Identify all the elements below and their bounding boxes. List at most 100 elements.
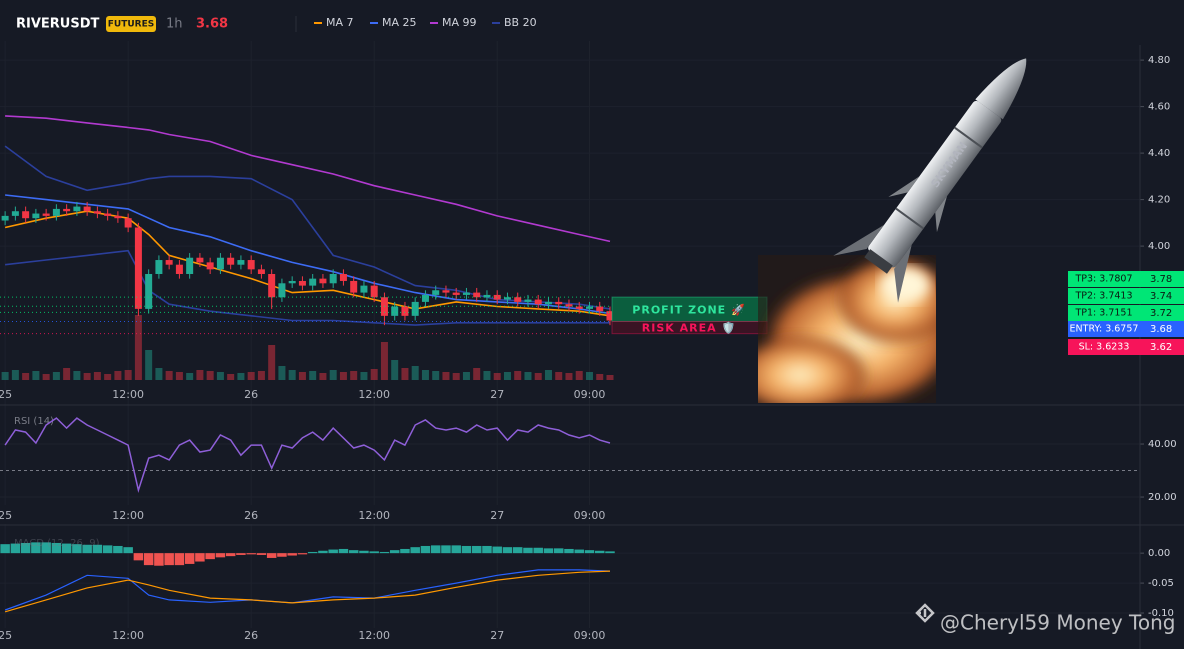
histogram-bar: [184, 553, 195, 564]
volume-bar: [329, 370, 337, 380]
histogram-bar: [82, 544, 92, 554]
badge: FUTURES: [108, 20, 154, 30]
histogram-bar: [389, 550, 400, 554]
x-tick-label: 12:00: [112, 509, 144, 522]
histogram-bar: [51, 542, 62, 554]
level-label-box: [1068, 305, 1140, 321]
volume-bar: [350, 371, 358, 380]
volume-bar: [432, 371, 440, 380]
y-tick-label: 20.00: [1148, 492, 1177, 503]
volume-bar: [1, 372, 9, 380]
histogram-bar: [523, 547, 533, 554]
rocket-body: SKYMAN: [833, 58, 1027, 303]
histogram-bar: [225, 553, 236, 557]
histogram-bar: [348, 550, 359, 554]
histogram-bar: [123, 547, 133, 554]
candle-body: [93, 211, 101, 214]
level-label-box: [1068, 288, 1140, 304]
level-tag: 3.72: [1150, 308, 1172, 319]
candle-body: [206, 262, 214, 270]
volume-bar: [452, 373, 460, 380]
volume-bar: [196, 370, 204, 380]
series-line: [4, 417, 611, 494]
volume-bar: [114, 371, 122, 380]
x-tick-label: 25: [0, 509, 12, 522]
volume-bar: [124, 370, 132, 380]
y-tick-label: -0.05: [1148, 578, 1174, 589]
candle-body: [237, 260, 245, 265]
volume-bar: [493, 373, 501, 380]
candle-body: [32, 213, 40, 219]
volume-bar: [473, 368, 481, 380]
volume-bar: [278, 366, 286, 380]
histogram-bar: [553, 548, 564, 554]
candle-body: [462, 292, 470, 295]
legend-label: BB 20: [504, 16, 537, 29]
volume-bar: [268, 345, 276, 380]
volume-bar: [442, 372, 450, 380]
volume-bar: [319, 373, 327, 380]
volume-bar: [298, 372, 306, 380]
candle-body: [145, 273, 153, 309]
histogram-bar: [451, 545, 461, 554]
histogram-bar: [266, 553, 277, 558]
histogram-bar: [277, 553, 287, 557]
volume-bar: [514, 371, 522, 380]
candle-body: [493, 294, 501, 300]
series-line: [5, 115, 611, 243]
candle-body: [534, 299, 542, 305]
candle-body: [247, 260, 255, 270]
volume-bar: [165, 371, 173, 380]
candle-body: [52, 208, 60, 216]
histogram-bar: [10, 543, 21, 554]
level-label: TP1: 3.7151: [1074, 308, 1132, 319]
level-tag: 3.78: [1150, 274, 1172, 285]
volume-bar: [380, 342, 388, 380]
y-tick-label: 4.00: [1148, 241, 1170, 252]
x-tick-label: 12:00: [358, 629, 390, 642]
level-label: ENTRY: 3.6757: [1070, 324, 1139, 335]
histogram-bar: [533, 547, 543, 554]
volume-bar: [247, 372, 255, 380]
volume-bar: [11, 370, 19, 380]
volume-bar: [206, 371, 214, 380]
histogram-bar: [410, 547, 420, 554]
histogram-bar: [236, 553, 246, 555]
volume-bar: [186, 373, 194, 380]
candle-body: [309, 278, 317, 286]
histogram-bar: [461, 545, 472, 554]
candle-body: [268, 273, 276, 298]
series-line: [4, 145, 611, 310]
volume-bar: [391, 360, 399, 380]
candle-body: [73, 206, 81, 212]
volume-bar: [93, 372, 101, 380]
histogram-bar: [41, 542, 51, 554]
histogram-bar: [379, 551, 390, 554]
histogram-bar: [215, 553, 226, 558]
level-tag-box: [1140, 288, 1184, 304]
last-price: 3.68: [196, 17, 228, 32]
x-tick-label: 12:00: [112, 629, 144, 642]
candle-body: [165, 260, 173, 265]
histogram-bar: [154, 553, 164, 566]
volume-bar: [104, 374, 112, 380]
x-tick-label: 27: [490, 509, 504, 522]
histogram-bar: [605, 551, 615, 554]
volume-bar: [22, 373, 30, 380]
histogram-bar: [400, 548, 410, 554]
candle-body: [575, 306, 583, 309]
candle-body: [360, 285, 368, 293]
volume-bar: [155, 368, 163, 380]
level-label-box: [1068, 321, 1140, 337]
volume-bar: [63, 368, 71, 380]
candle-body: [329, 273, 337, 284]
histogram-bar: [205, 553, 215, 560]
histogram-bar: [441, 545, 451, 554]
candle-body: [288, 280, 296, 284]
candle-body: [155, 260, 163, 274]
x-tick-label: 09:00: [574, 509, 606, 522]
volume-bar: [370, 369, 378, 380]
histogram-bar: [143, 553, 154, 566]
